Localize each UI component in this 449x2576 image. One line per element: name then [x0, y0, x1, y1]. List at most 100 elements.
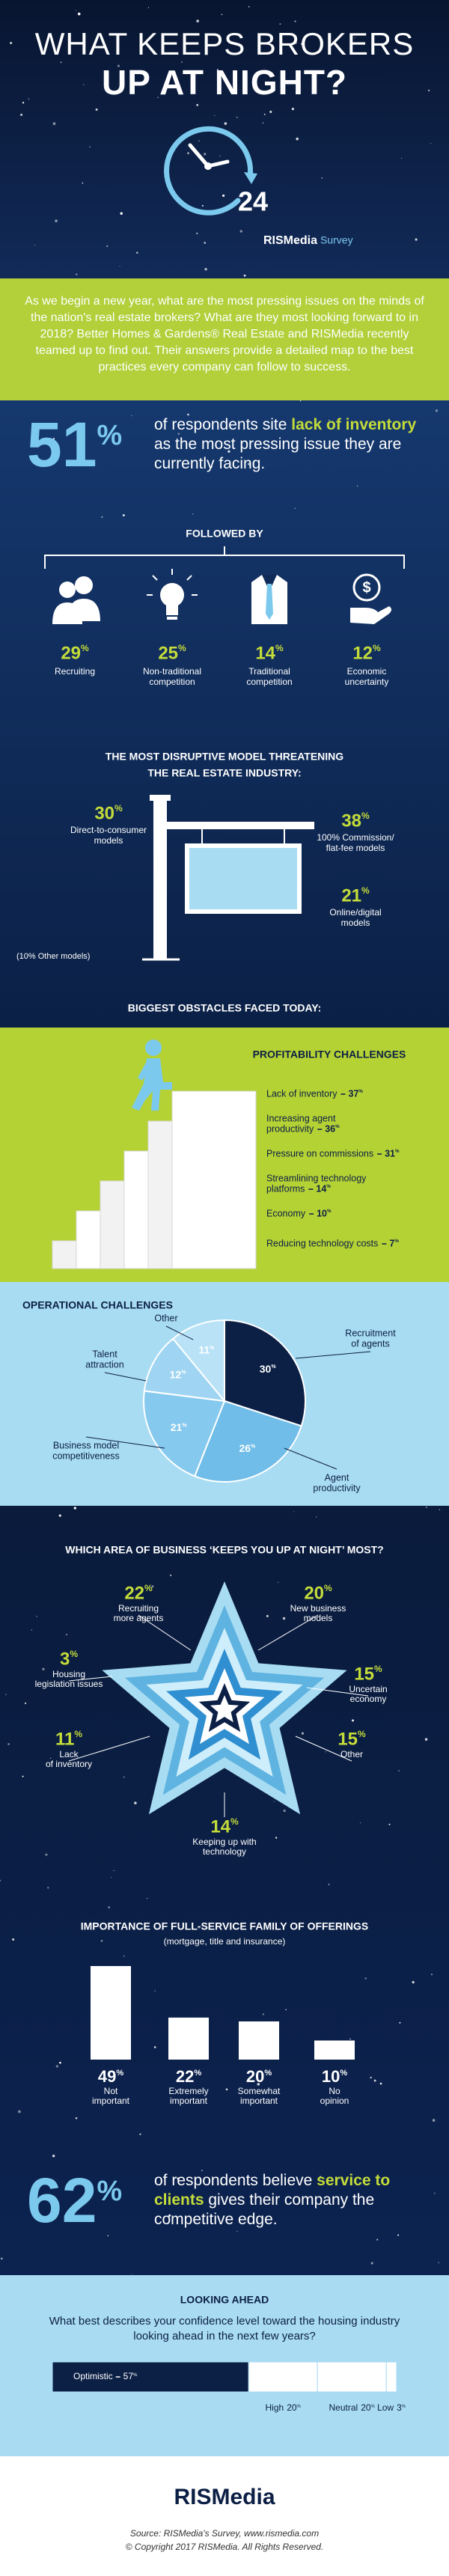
label: PROFITABILITY CHALLENGES: [253, 1049, 406, 1060]
star-dot: [319, 2176, 321, 2178]
star-dot: [31, 1629, 32, 1631]
label: uncertainty: [345, 677, 389, 687]
star-dot: [42, 1667, 45, 1670]
star-dot: [424, 1738, 428, 1741]
star-dot: [151, 1585, 154, 1588]
star-dot: [370, 2076, 372, 2079]
star-dot: [120, 212, 123, 215]
star-dot: [294, 507, 296, 510]
star-dot: [12, 1938, 15, 1941]
star-dot: [325, 1751, 326, 1753]
percent-sign: %: [335, 1124, 340, 1129]
star-dot: [239, 230, 242, 233]
leader-line: [165, 1325, 194, 1340]
label: Recruiting: [55, 666, 95, 677]
percent-sign: %: [395, 1149, 400, 1154]
star-dot: [236, 2230, 238, 2232]
star-dot: [196, 19, 200, 22]
star-dot: [123, 1776, 125, 1778]
star-dot: [227, 450, 230, 453]
bar-segment: [317, 2361, 387, 2393]
star-dot: [412, 1980, 415, 1984]
star-dot: [59, 2061, 61, 2064]
star-dot: [300, 43, 303, 46]
percent-sign: %: [324, 1583, 332, 1593]
lead-percent: 51%: [27, 409, 123, 480]
percent-sign: %: [361, 811, 370, 821]
label: of agents: [351, 1338, 389, 1349]
star-dot: [45, 1853, 48, 1856]
label: Traditional: [248, 666, 290, 677]
star-dot: [397, 2234, 400, 2236]
label: OPERATIONAL CHALLENGES: [22, 1299, 173, 1311]
star-dot: [157, 97, 159, 98]
star-dot: [131, 415, 132, 417]
star-dot: [18, 2110, 21, 2113]
clock-icon: [164, 126, 257, 216]
star-dot: [301, 1732, 305, 1735]
text: of respondents believe: [154, 2172, 313, 2189]
percent-sign: %: [297, 2405, 302, 2409]
label: Other: [154, 1313, 177, 1323]
sign-icon: [142, 795, 314, 961]
highlight: service to clients: [154, 2172, 391, 2209]
label: BIGGEST OBSTACLES FACED TODAY:: [128, 1002, 322, 1014]
percent-sign: %: [340, 2069, 347, 2078]
label: 24: [238, 186, 268, 217]
percent-sign: %: [327, 1209, 332, 1214]
lead-block: 51% of respondents site lack of inventor…: [27, 413, 431, 476]
star-dot: [243, 274, 246, 277]
person-icon: [132, 1040, 172, 1111]
intro-bg: [0, 278, 449, 400]
star-dot: [187, 413, 189, 416]
label: Streamlining technology: [266, 1173, 367, 1183]
label: Optimistic: [73, 2371, 113, 2381]
star-dot: [203, 153, 207, 156]
leader-line: [68, 1676, 113, 1682]
star-dot: [134, 1801, 137, 1804]
star-dot: [398, 1770, 400, 1771]
percent-sign: %: [264, 2069, 272, 2078]
label: Increasing agent: [266, 1113, 336, 1123]
star-dot: [245, 91, 246, 93]
percent-sign: %: [74, 1729, 82, 1739]
label: Non-traditional: [143, 666, 201, 677]
icon-dollar-hand: $: [350, 573, 391, 624]
star-dot: [139, 2133, 141, 2135]
star-dot: [316, 1516, 317, 1518]
star-dot: [427, 89, 430, 91]
label: models: [341, 918, 370, 928]
label: models: [94, 835, 123, 846]
percent-sign: %: [194, 2069, 201, 2078]
label: UP AT NIGHT?: [102, 63, 347, 102]
label: THE MOST DISRUPTIVE MODEL THREATENING: [106, 751, 343, 763]
star-dot: [113, 1870, 114, 1872]
percent-sign: %: [97, 420, 123, 451]
star-dot: [249, 1941, 251, 1943]
label: Other: [340, 1749, 363, 1759]
star-dot: [415, 238, 418, 241]
star-dot: [153, 2046, 156, 2048]
text: of respondents site: [154, 416, 287, 433]
label: Survey: [320, 234, 353, 246]
label: THE REAL ESTATE INDUSTRY:: [147, 767, 301, 779]
star-dot: [435, 409, 439, 412]
label: economy: [350, 1694, 387, 1704]
label: models: [304, 1613, 333, 1623]
label: (10% Other models): [16, 952, 90, 961]
label: FOLLOWED BY: [186, 528, 263, 540]
svg-text:$: $: [362, 579, 370, 596]
star-dot: [101, 516, 103, 518]
bar: [314, 2040, 355, 2060]
percent-sign: %: [371, 2405, 376, 2409]
star-dot: [296, 137, 299, 141]
leader-line: [257, 1614, 319, 1651]
bar-segment: [385, 2361, 397, 2393]
label: Extremely: [168, 2086, 208, 2096]
percent-sign: %: [114, 803, 123, 814]
star-dot: [106, 245, 109, 248]
label: Not: [104, 2086, 118, 2096]
label: Economic: [347, 666, 387, 677]
percent-sign: %: [251, 1444, 256, 1450]
